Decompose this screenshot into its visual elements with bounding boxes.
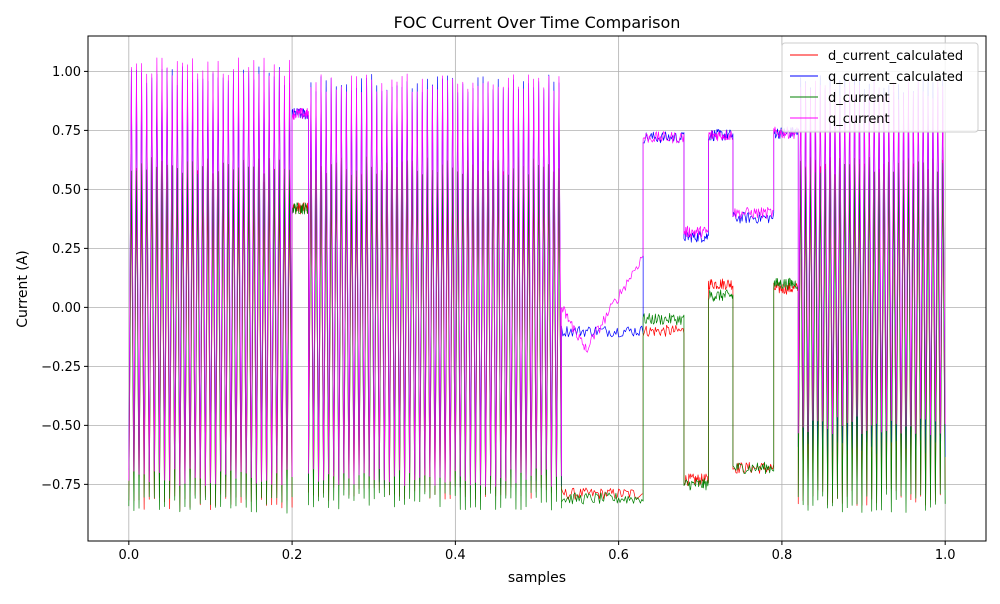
x-axis: 0.0 0.2 0.4 0.6 0.8 1.0 bbox=[118, 541, 956, 563]
chart-title: FOC Current Over Time Comparison bbox=[394, 13, 681, 32]
x-tick-label: 0.0 bbox=[118, 548, 139, 563]
x-tick-label: 0.2 bbox=[282, 548, 303, 563]
y-tick-label: −0.50 bbox=[41, 419, 81, 434]
series-layer bbox=[128, 57, 946, 514]
legend-label: q_current bbox=[828, 112, 890, 127]
legend-box bbox=[781, 42, 979, 133]
y-tick-label: −0.75 bbox=[41, 478, 81, 493]
legend: d_current_calculated q_current_calculated… bbox=[781, 42, 979, 133]
y-axis: 1.00 0.75 0.50 0.25 0.00 −0.25 −0.50 −0.75 bbox=[41, 65, 88, 493]
legend-label: d_current_calculated bbox=[828, 49, 963, 64]
y-tick-label: 0.00 bbox=[52, 301, 81, 316]
x-tick-label: 0.8 bbox=[772, 548, 793, 563]
y-tick-label: −0.25 bbox=[41, 360, 81, 375]
plot-frame bbox=[87, 35, 987, 542]
x-tick-label: 0.6 bbox=[608, 548, 629, 563]
legend-label: d_current bbox=[828, 91, 890, 106]
y-axis-label: Current (A) bbox=[15, 250, 31, 328]
series-line-q-current-calculated bbox=[128, 66, 946, 488]
x-axis-label: samples bbox=[508, 570, 566, 586]
y-tick-label: 0.50 bbox=[52, 183, 81, 198]
legend-label: q_current_calculated bbox=[828, 70, 963, 85]
x-tick-label: 0.4 bbox=[445, 548, 466, 563]
series-line-d-current bbox=[128, 156, 946, 514]
x-tick-label: 1.0 bbox=[935, 548, 956, 563]
series-line-q-current bbox=[128, 57, 946, 487]
y-tick-label: 0.25 bbox=[52, 242, 81, 257]
y-tick-label: 1.00 bbox=[52, 65, 81, 80]
y-tick-label: 0.75 bbox=[52, 124, 81, 139]
